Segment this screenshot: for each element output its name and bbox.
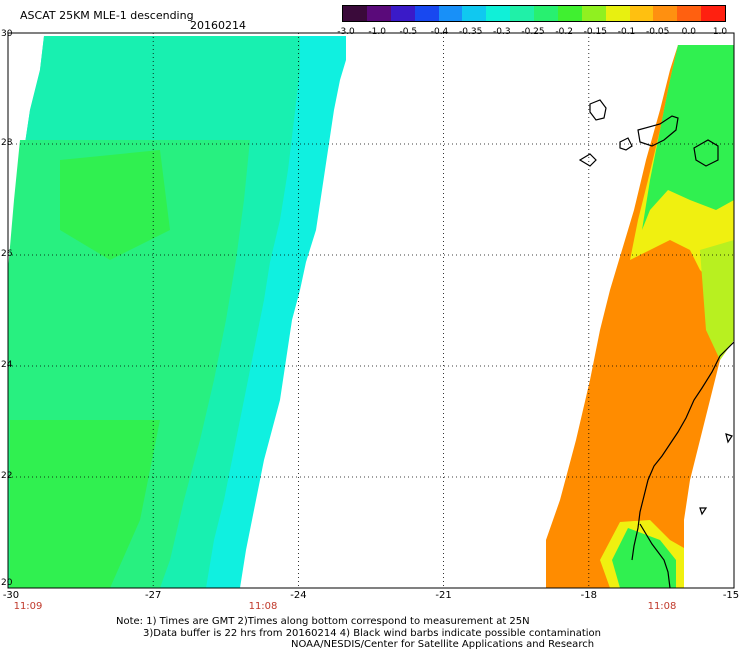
colorbar-label: -0.05 bbox=[646, 27, 670, 37]
coastline bbox=[578, 99, 735, 589]
lat-tick-label: 22 bbox=[1, 471, 13, 481]
lon-tick-label: -21 bbox=[435, 590, 452, 601]
footer-note-2: 3)Data buffer is 22 hrs from 20160214 4)… bbox=[143, 628, 601, 639]
colorbar bbox=[342, 5, 726, 22]
lon-tick-label: -30 bbox=[2, 590, 20, 601]
island-la-palma bbox=[589, 99, 607, 121]
colorbar-label: -0.2 bbox=[555, 27, 573, 37]
time-label-mid: 11:08 bbox=[248, 601, 278, 612]
colorbar-segment bbox=[557, 6, 582, 21]
colorbar-label: -3.0 bbox=[337, 27, 355, 37]
colorbar-segment bbox=[510, 6, 534, 21]
colorbar-segment bbox=[701, 6, 725, 21]
colorbar-segment bbox=[390, 6, 415, 21]
colorbar-segment bbox=[414, 6, 439, 21]
colorbar-label: -0.35 bbox=[459, 27, 483, 37]
colorbar-segment bbox=[438, 6, 463, 21]
lon-tick-label: -24 bbox=[290, 590, 307, 601]
island-tenerife bbox=[637, 115, 679, 147]
map-plot bbox=[7, 32, 735, 589]
colorbar-segment bbox=[581, 6, 606, 21]
lat-tick-label: 24 bbox=[1, 360, 13, 370]
islet-south bbox=[699, 507, 708, 516]
swath-green-north bbox=[642, 45, 734, 230]
lat-tick-label: 26 bbox=[1, 249, 13, 259]
island-gran-canaria bbox=[693, 139, 719, 167]
map-frame bbox=[7, 32, 735, 589]
time-label-right: 11:08 bbox=[647, 601, 677, 612]
time-label-left: 11:09 bbox=[13, 601, 43, 612]
swath-bright-green bbox=[10, 420, 160, 588]
colorbar-segment bbox=[366, 6, 391, 21]
islet-east bbox=[725, 433, 733, 444]
island-gomera bbox=[619, 137, 633, 151]
swath-yellow-east bbox=[700, 240, 734, 360]
colorbar-segment bbox=[343, 6, 367, 21]
lon-tick-label: -27 bbox=[145, 590, 162, 601]
colorbar-label: -0.1 bbox=[617, 27, 636, 37]
left-swath bbox=[8, 36, 346, 588]
colorbar-label: 1.0 bbox=[712, 27, 728, 37]
colorbar-segment bbox=[534, 6, 558, 21]
colorbar-label: -0.15 bbox=[583, 27, 607, 37]
lat-tick-label: 20 bbox=[1, 578, 13, 588]
colorbar-label: 0.0 bbox=[681, 27, 696, 37]
swath-green-south bbox=[612, 528, 676, 588]
africa-coast-south bbox=[639, 523, 671, 589]
colorbar-label: -0.3 bbox=[493, 27, 511, 37]
colorbar-label: -0.25 bbox=[521, 27, 545, 37]
colorbar-label: -0.4 bbox=[430, 27, 449, 37]
colorbar-segment bbox=[653, 6, 678, 21]
lat-tick-label: 28 bbox=[1, 138, 13, 148]
colorbar-segment bbox=[486, 6, 511, 21]
product-title: ASCAT 25KM MLE-1 descending bbox=[20, 9, 194, 22]
right-swath bbox=[546, 45, 734, 588]
swath-bright-green-patch bbox=[60, 150, 170, 260]
lon-tick-label: -15 bbox=[722, 590, 740, 601]
island-hierro bbox=[578, 153, 597, 167]
colorbar-segment bbox=[462, 6, 487, 21]
colorbar-segment bbox=[677, 6, 702, 21]
product-date: 20160214 bbox=[190, 19, 246, 32]
colorbar-label: -1.0 bbox=[368, 27, 386, 37]
colorbar-segment bbox=[605, 6, 630, 21]
africa-coast bbox=[631, 341, 735, 561]
footer-credit: NOAA/NESDIS/Center for Satellite Applica… bbox=[291, 639, 595, 650]
lon-tick-label: -18 bbox=[580, 590, 597, 601]
colorbar-label: -0.5 bbox=[399, 27, 418, 37]
lat-tick-label: 30 bbox=[1, 29, 13, 39]
colorbar-segment bbox=[629, 6, 654, 21]
footer-note-1: Note: 1) Times are GMT 2)Times along bot… bbox=[116, 616, 530, 627]
